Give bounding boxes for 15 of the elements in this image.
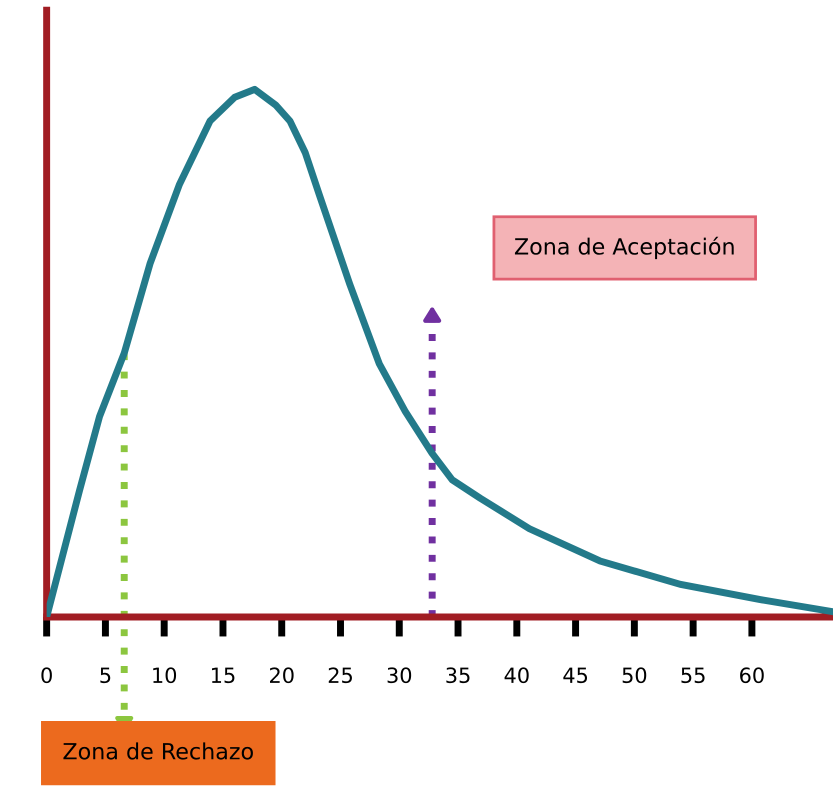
x-tick-label: 45 [563,668,588,684]
x-tick-label: 25 [328,667,352,684]
x-tick-label: 10 [153,667,176,684]
x-tick-label: 35 [446,667,470,684]
x-tick-label: 20 [270,667,294,684]
x-tick-label: 55 [681,668,705,684]
x-tick-label: 5 [100,668,110,684]
x-tick-label: 50 [622,667,646,684]
x-tick-label: 30 [388,667,412,684]
x-tick-label: 60 [740,667,764,684]
x-tick-label: 40 [504,667,529,684]
x-tick-label: 0 [41,667,52,684]
x-tick-label: 15 [212,668,234,684]
annotation: Zona de Aceptación [514,236,734,260]
text: Zona de Rechazo [63,742,253,760]
